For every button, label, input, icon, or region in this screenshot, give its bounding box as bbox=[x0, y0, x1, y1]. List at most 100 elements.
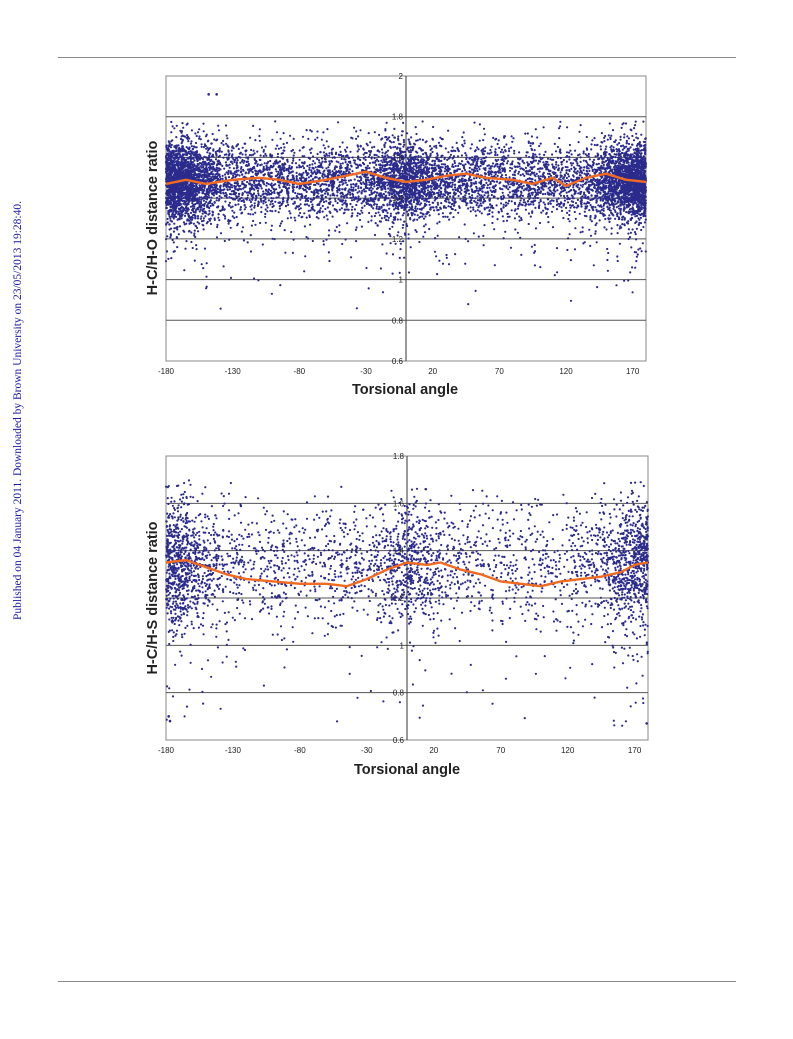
data-point bbox=[252, 192, 256, 195]
data-point bbox=[396, 147, 399, 150]
data-point bbox=[240, 230, 243, 233]
data-point bbox=[166, 217, 169, 221]
data-point bbox=[320, 194, 323, 197]
data-point bbox=[347, 190, 350, 193]
data-point bbox=[455, 141, 458, 144]
data-point bbox=[450, 185, 453, 188]
data-point bbox=[471, 194, 474, 197]
data-point bbox=[253, 206, 256, 209]
data-point bbox=[476, 209, 479, 212]
data-point bbox=[472, 177, 476, 180]
data-point bbox=[432, 125, 435, 129]
data-point bbox=[338, 224, 341, 227]
data-point bbox=[441, 262, 445, 265]
data-point bbox=[309, 129, 312, 132]
data-point bbox=[522, 184, 525, 187]
data-point bbox=[599, 169, 602, 172]
data-point bbox=[327, 170, 331, 173]
data-point bbox=[548, 173, 551, 176]
data-point bbox=[382, 193, 386, 196]
data-point bbox=[290, 165, 293, 169]
data-point bbox=[250, 148, 253, 152]
data-point bbox=[196, 226, 199, 230]
data-point bbox=[295, 177, 298, 180]
data-point bbox=[319, 207, 322, 210]
data-point bbox=[425, 140, 428, 143]
data-point bbox=[616, 232, 619, 235]
data-point bbox=[313, 162, 317, 165]
data-point bbox=[323, 216, 326, 219]
data-point bbox=[311, 178, 314, 181]
data-point bbox=[281, 157, 285, 160]
data-point bbox=[606, 138, 609, 141]
data-point bbox=[634, 147, 638, 151]
data-point bbox=[352, 186, 355, 189]
data-point bbox=[396, 234, 399, 237]
data-point bbox=[484, 191, 487, 194]
data-point bbox=[604, 160, 607, 163]
data-point bbox=[258, 128, 261, 131]
data-point bbox=[270, 175, 273, 178]
data-point bbox=[434, 166, 437, 169]
data-point bbox=[264, 152, 267, 156]
data-point bbox=[633, 127, 636, 130]
data-point bbox=[494, 138, 497, 141]
data-point bbox=[265, 204, 268, 207]
data-point bbox=[316, 136, 319, 139]
data-point bbox=[207, 156, 210, 159]
data-point bbox=[307, 204, 311, 207]
data-point bbox=[241, 146, 244, 149]
data-point bbox=[508, 176, 511, 179]
data-point bbox=[567, 190, 570, 193]
data-point bbox=[510, 200, 513, 203]
data-point bbox=[512, 193, 515, 196]
data-point bbox=[175, 124, 178, 127]
data-point bbox=[437, 213, 440, 216]
data-point bbox=[241, 182, 244, 185]
data-point bbox=[284, 251, 287, 254]
data-point bbox=[533, 251, 536, 254]
data-point bbox=[574, 217, 577, 220]
data-point bbox=[297, 214, 300, 217]
data-point bbox=[516, 195, 519, 198]
data-point bbox=[265, 181, 268, 185]
data-point bbox=[510, 135, 513, 138]
data-point bbox=[246, 241, 249, 244]
data-point bbox=[494, 153, 497, 157]
data-point bbox=[452, 196, 455, 199]
data-point bbox=[349, 150, 352, 153]
data-point bbox=[222, 213, 225, 216]
data-point bbox=[581, 230, 584, 233]
data-point bbox=[482, 234, 485, 237]
data-point bbox=[311, 239, 314, 243]
data-point bbox=[640, 133, 643, 136]
data-point bbox=[456, 155, 460, 158]
data-point bbox=[216, 170, 219, 173]
data-point bbox=[356, 214, 359, 217]
data-point bbox=[463, 187, 467, 190]
data-point bbox=[359, 129, 362, 132]
data-point bbox=[434, 197, 437, 201]
data-point bbox=[573, 158, 576, 161]
data-point bbox=[486, 164, 489, 167]
data-point bbox=[185, 146, 188, 149]
data-point bbox=[611, 129, 615, 132]
data-point bbox=[301, 165, 304, 168]
data-point bbox=[421, 215, 424, 218]
data-point bbox=[220, 142, 223, 145]
data-point bbox=[215, 152, 218, 156]
data-point bbox=[317, 192, 320, 195]
data-point bbox=[340, 173, 343, 176]
data-point bbox=[407, 233, 410, 236]
data-point bbox=[512, 137, 515, 140]
data-point bbox=[519, 194, 523, 197]
data-point bbox=[216, 223, 219, 226]
data-point bbox=[164, 260, 168, 263]
data-point bbox=[402, 145, 405, 148]
data-point bbox=[370, 215, 373, 218]
data-point bbox=[520, 197, 523, 200]
data-point bbox=[635, 255, 639, 258]
data-point bbox=[516, 231, 520, 234]
data-point bbox=[527, 200, 530, 203]
data-point bbox=[494, 158, 497, 161]
